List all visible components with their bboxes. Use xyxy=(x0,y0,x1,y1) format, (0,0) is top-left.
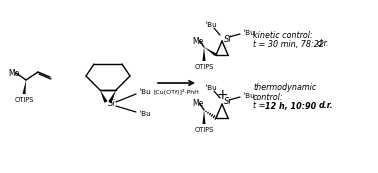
Text: Si: Si xyxy=(108,99,116,108)
Text: d.r.: d.r. xyxy=(319,102,334,111)
Text: t = 30 min, 78:22: t = 30 min, 78:22 xyxy=(253,39,327,48)
Polygon shape xyxy=(203,110,206,124)
Text: +: + xyxy=(216,88,228,102)
Text: ᵗBu: ᵗBu xyxy=(140,111,152,117)
Text: kinetic control:: kinetic control: xyxy=(253,30,313,39)
Text: OTIPS: OTIPS xyxy=(194,64,214,70)
Text: OTIPS: OTIPS xyxy=(14,97,34,103)
Text: t =: t = xyxy=(253,102,268,111)
Polygon shape xyxy=(204,47,217,56)
Polygon shape xyxy=(108,90,116,103)
Text: OTIPS: OTIPS xyxy=(194,127,214,133)
Text: ᵗBu: ᵗBu xyxy=(140,89,152,95)
Text: ᵗBu: ᵗBu xyxy=(206,22,218,28)
Text: Si: Si xyxy=(224,34,232,43)
Text: Me: Me xyxy=(192,99,203,108)
Polygon shape xyxy=(23,80,26,94)
Text: 12 h, 10:90: 12 h, 10:90 xyxy=(265,102,319,111)
Text: control:: control: xyxy=(253,93,284,102)
Text: Me: Me xyxy=(192,37,203,45)
Text: ᵗBu: ᵗBu xyxy=(206,85,218,91)
Polygon shape xyxy=(100,90,108,103)
Text: d.r.: d.r. xyxy=(317,39,330,48)
Text: [Cu(OTf)]²·PhH: [Cu(OTf)]²·PhH xyxy=(153,89,200,95)
Text: Si: Si xyxy=(224,98,232,107)
Text: Me: Me xyxy=(8,69,19,78)
Text: ᵗBu: ᵗBu xyxy=(244,30,256,36)
Text: ᵗBu: ᵗBu xyxy=(244,93,256,99)
Text: thermodynamic: thermodynamic xyxy=(253,84,316,93)
Polygon shape xyxy=(203,47,206,61)
